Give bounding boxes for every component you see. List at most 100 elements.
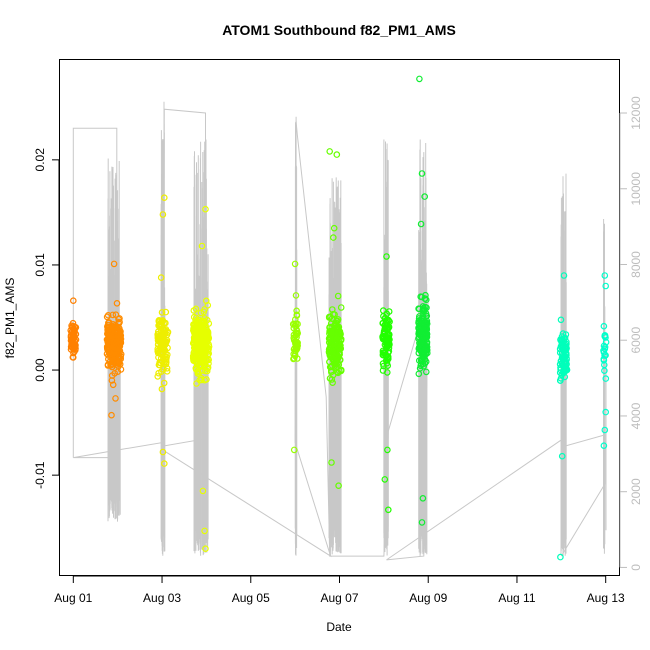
data-point [192, 320, 199, 328]
data-point [115, 341, 123, 349]
data-point [558, 354, 566, 361]
data-point [70, 297, 77, 305]
data-point [326, 148, 334, 155]
data-point [419, 494, 427, 502]
data-point [163, 364, 171, 372]
data-point [328, 323, 335, 331]
y-right-tick-label: 4000 [629, 402, 643, 429]
data-point [155, 340, 162, 348]
data-point [415, 370, 423, 378]
data-point [379, 349, 387, 357]
y-right-tick-label: 0 [629, 564, 643, 571]
y-tick-label: 0.02 [33, 148, 47, 172]
data-point [292, 292, 300, 299]
data-point [335, 482, 342, 490]
data-point [294, 320, 301, 328]
data-point [419, 310, 427, 318]
data-point [418, 519, 426, 526]
data-point [163, 331, 171, 339]
data-point [293, 339, 301, 347]
data-point [159, 211, 167, 218]
data-point [329, 347, 336, 355]
data-point [192, 353, 199, 361]
data-point [601, 332, 609, 339]
data-point [157, 274, 165, 281]
data-point [562, 349, 569, 357]
data-point [115, 331, 123, 339]
x-tick-label: Aug 01 [54, 591, 92, 605]
data-point [333, 368, 341, 376]
data-point [198, 376, 205, 384]
y-axis-right: 0 2000 4000 6000 8000 10000 12000 [619, 96, 643, 571]
data-point [70, 349, 77, 357]
data-point [159, 337, 167, 345]
data-point [108, 411, 115, 419]
data-point [560, 369, 568, 377]
data-point [204, 301, 212, 309]
data-point [384, 506, 392, 514]
data-point [70, 354, 77, 361]
data-point [293, 355, 301, 362]
data-point [193, 380, 200, 387]
data-point [422, 310, 430, 317]
data-point [160, 319, 168, 327]
data-point [104, 362, 112, 369]
data-point [418, 170, 426, 177]
data-point [107, 332, 115, 340]
data-point [557, 316, 565, 324]
data-point [419, 317, 427, 325]
plot-area [67, 75, 610, 561]
data-point [379, 367, 387, 374]
data-point [557, 553, 564, 561]
y-tick-label: 0.00 [33, 358, 47, 382]
data-point [419, 323, 427, 331]
x-tick-label: Aug 11 [498, 591, 535, 605]
data-point [103, 350, 111, 358]
data-point [325, 346, 333, 353]
y-axis-label: f82_PM1_AMS [3, 278, 17, 359]
data-point [205, 356, 213, 364]
data-point [104, 344, 112, 351]
data-point [336, 349, 343, 356]
data-point [291, 260, 299, 268]
data-point [200, 308, 208, 316]
data-point [421, 193, 429, 200]
data-point [337, 304, 345, 311]
data-point [201, 527, 208, 535]
data-point [328, 315, 336, 323]
data-point [160, 326, 167, 333]
data-point [112, 395, 119, 402]
data-point [602, 375, 610, 382]
data-point [199, 487, 207, 495]
data-point [327, 341, 334, 349]
y-right-tick-label: 2000 [629, 478, 643, 505]
data-point [384, 446, 391, 454]
data-point [330, 224, 338, 232]
data-point [159, 448, 167, 456]
data-point [335, 334, 342, 342]
data-point [327, 331, 335, 339]
data-point [328, 376, 336, 383]
data-point [109, 311, 117, 319]
data-point [383, 253, 390, 260]
data-point [423, 340, 431, 348]
data-point [202, 545, 209, 553]
data-point [329, 234, 337, 241]
data-point [191, 324, 199, 332]
y-right-tick-label: 6000 [629, 327, 643, 354]
data-point [193, 334, 201, 342]
data-point [560, 272, 568, 279]
data-point [422, 343, 430, 351]
data-point [385, 347, 393, 355]
data-point [386, 340, 393, 348]
data-point [561, 373, 569, 381]
data-point [158, 385, 166, 393]
data-point [198, 242, 206, 250]
y-right-tick-label: 12000 [629, 96, 643, 130]
data-point [556, 377, 564, 384]
y-tick-label: -0.01 [33, 461, 47, 489]
data-point [326, 358, 333, 366]
data-point [69, 341, 76, 349]
data-point [111, 369, 119, 377]
